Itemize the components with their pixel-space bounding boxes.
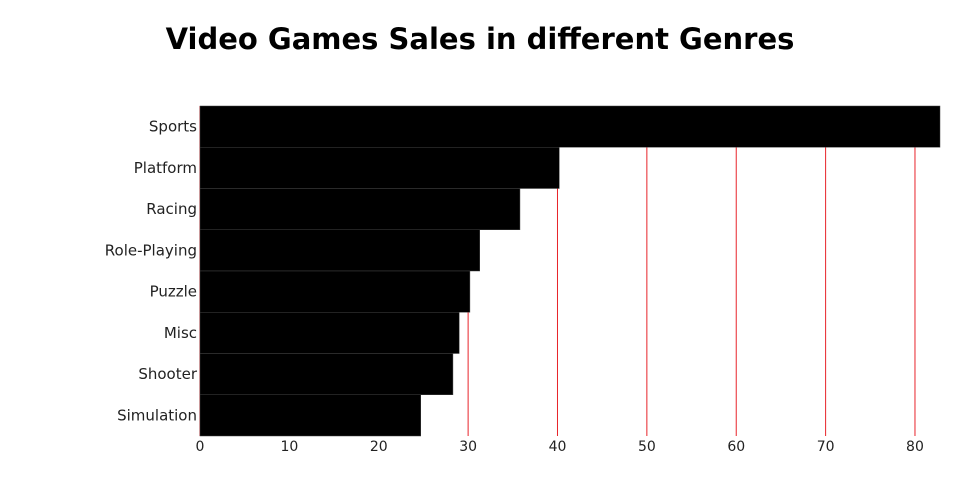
- bar-shooter: [199, 353, 454, 395]
- x-tick-label-80: 80: [906, 439, 924, 455]
- bar-role-playing: [199, 229, 480, 272]
- x-tick-labels: 0 10 20 30 40 50 60 70 80: [196, 439, 924, 455]
- bar-racing: [199, 188, 521, 230]
- x-tick-label-40: 40: [549, 439, 567, 455]
- x-tick-label-20: 20: [370, 439, 388, 455]
- category-label-simulation: Simulation: [117, 406, 197, 424]
- category-label-racing: Racing: [146, 200, 197, 218]
- x-tick-label-30: 30: [459, 439, 477, 455]
- x-tick-label-70: 70: [817, 439, 835, 455]
- category-label-sports: Sports: [149, 118, 197, 136]
- bar-misc: [199, 312, 460, 354]
- bars: [199, 105, 941, 437]
- x-tick-label-0: 0: [196, 439, 205, 455]
- category-label-puzzle: Puzzle: [150, 283, 197, 301]
- bar-puzzle: [199, 270, 471, 313]
- category-labels: Sports Platform Racing Role-Playing Puzzle Mi…: [105, 118, 198, 425]
- bar-sports: [199, 105, 941, 148]
- category-label-role-playing: Role-Playing: [105, 241, 197, 259]
- bar-platform: [199, 147, 560, 189]
- bar-simulation: [199, 394, 421, 437]
- x-tick-label-10: 10: [280, 439, 298, 455]
- category-label-shooter: Shooter: [138, 365, 197, 383]
- x-tick-label-60: 60: [727, 439, 745, 455]
- category-label-misc: Misc: [164, 324, 197, 342]
- chart-title: Video Games Sales in different Genres: [165, 22, 795, 56]
- x-tick-label-50: 50: [638, 439, 656, 455]
- category-label-platform: Platform: [134, 159, 197, 177]
